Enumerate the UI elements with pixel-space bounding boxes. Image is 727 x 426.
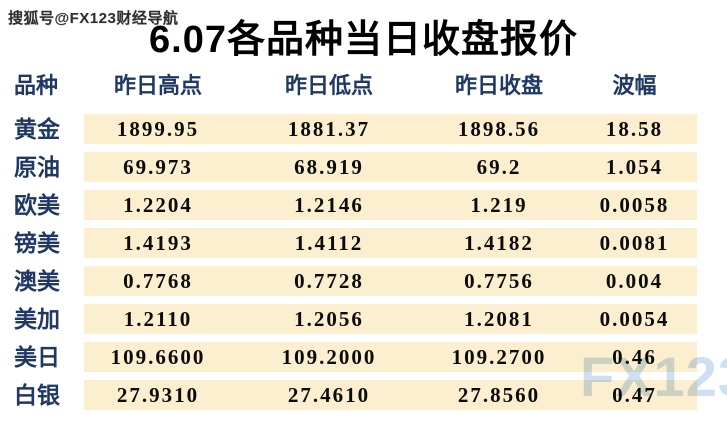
cell-close: 1.2081 [426,304,572,334]
table-row-audusd: 澳美 0.7768 0.7728 0.7756 0.004 [0,266,727,296]
row-label: 白银 [14,382,60,408]
cell-low: 0.7728 [232,266,426,296]
fx123-logo-watermark: FX123 [580,345,727,408]
row-label: 美日 [14,344,60,370]
cell-range: 18.58 [572,114,697,144]
cell-range: 0.0058 [572,190,697,220]
cell-range: 1.054 [572,152,697,182]
page-title: 6.07各品种当日收盘报价 [149,19,578,61]
cell-close: 69.2 [426,152,572,182]
cell-range: 0.46 [572,342,697,372]
table-row-usdcad: 美加 1.2110 1.2056 1.2081 0.0054 [0,304,727,334]
header-cell-close: 昨日收盘 [454,73,543,98]
cell-close: 0.7756 [426,266,572,296]
header-cell-name: 品种 [14,73,59,98]
cell-range: 0.47 [572,380,697,410]
row-label: 镑美 [14,230,60,256]
row-label: 欧美 [14,192,60,218]
cell-high: 1.2110 [84,304,232,334]
cell-high: 27.9310 [84,380,232,410]
cell-low: 27.4610 [232,380,426,410]
header-cell-low: 昨日低点 [284,73,373,98]
cell-close: 1898.56 [426,114,572,144]
cell-high: 1.2204 [84,190,232,220]
table-row-gbpusd: 镑美 1.4193 1.4112 1.4182 0.0081 [0,228,727,258]
header-cell-range: 波幅 [612,73,657,98]
table-header-row: 品种 昨日高点 昨日低点 昨日收盘 波幅 [0,70,727,102]
cell-high: 0.7768 [84,266,232,296]
cell-low: 1881.37 [232,114,426,144]
row-label: 黄金 [14,116,60,142]
cell-high: 1899.95 [84,114,232,144]
table-row-usdjpy: 美日 109.6600 109.2000 109.2700 0.46 [0,342,727,372]
quotes-table: 品种 昨日高点 昨日低点 昨日收盘 波幅 黄金 1899.95 1881.37 … [0,70,727,418]
header-cell-high: 昨日高点 [113,73,202,98]
cell-close: 27.8560 [426,380,572,410]
table-row-gold: 黄金 1899.95 1881.37 1898.56 18.58 [0,114,727,144]
cell-low: 68.919 [232,152,426,182]
table-row-crude-oil: 原油 69.973 68.919 69.2 1.054 [0,152,727,182]
cell-low: 1.2146 [232,190,426,220]
cell-low: 109.2000 [232,342,426,372]
row-label: 澳美 [14,268,60,294]
cell-low: 1.2056 [232,304,426,334]
cell-low: 1.4112 [232,228,426,258]
cell-close: 1.4182 [426,228,572,258]
cell-high: 109.6600 [84,342,232,372]
cell-range: 0.0054 [572,304,697,334]
cell-close: 1.219 [426,190,572,220]
cell-range: 0.0081 [572,228,697,258]
table-row-silver: 白银 27.9310 27.4610 27.8560 0.47 [0,380,727,410]
cell-close: 109.2700 [426,342,572,372]
table-row-eurusd: 欧美 1.2204 1.2146 1.219 0.0058 [0,190,727,220]
cell-high: 1.4193 [84,228,232,258]
cell-range: 0.004 [572,266,697,296]
row-label: 原油 [14,154,60,180]
row-label: 美加 [14,306,60,332]
cell-high: 69.973 [84,152,232,182]
publisher-watermark: 搜狐号@FX123财经导航 [8,10,179,27]
